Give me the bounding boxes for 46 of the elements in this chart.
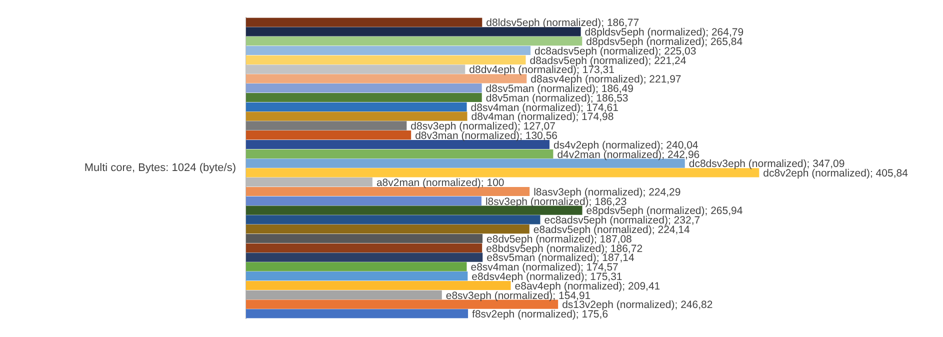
bar — [246, 92, 482, 102]
bar — [246, 158, 685, 168]
data-label: d8sv3eph (normalized); 127,07 — [410, 120, 556, 133]
bar — [246, 280, 511, 290]
data-label: e8bdsv5eph (normalized); 186,72 — [486, 242, 643, 255]
bar — [246, 36, 582, 46]
bar — [246, 243, 482, 252]
data-label: a8v2man (normalized); 100 — [376, 176, 504, 189]
data-label: ds13v2eph (normalized); 246,82 — [562, 299, 713, 312]
bar — [246, 186, 530, 196]
bar — [246, 46, 531, 56]
data-label: dc8dsv3eph (normalized); 347,09 — [688, 158, 845, 170]
bar — [246, 300, 558, 309]
data-label: f8sv2eph (normalized); 175,6 — [472, 308, 608, 321]
bar — [246, 206, 582, 215]
y-axis-title: Multi core, Bytes: 1024 (byte/s) — [84, 162, 236, 174]
bar — [246, 309, 468, 318]
data-label: e8sv3eph (normalized); 154,91 — [446, 290, 591, 302]
bar — [246, 18, 482, 27]
bar — [246, 272, 468, 281]
bar — [246, 130, 412, 140]
bar — [246, 149, 554, 158]
data-label: ds4v2eph (normalized); 240,04 — [554, 139, 698, 152]
data-label: l8sv3eph (normalized); 186,23 — [485, 196, 627, 208]
bar — [246, 224, 530, 234]
bar — [246, 112, 468, 121]
bar — [246, 262, 467, 272]
data-label: ec8adsv5eph (normalized); 232,7 — [544, 214, 700, 227]
data-label: d4v2man (normalized); 242,96 — [557, 148, 700, 161]
bar — [246, 252, 483, 262]
bar — [246, 74, 527, 84]
data-label: dc8v2eph (normalized); 405,84 — [763, 168, 908, 180]
bar — [246, 121, 407, 130]
bar — [246, 196, 482, 206]
bar — [246, 140, 550, 150]
data-label: l8asv3eph (normalized); 224,29 — [534, 186, 681, 198]
bar — [246, 102, 467, 112]
data-label: d8dv4eph (normalized); 173,31 — [469, 64, 615, 76]
bar — [246, 290, 442, 300]
bar — [246, 27, 581, 36]
bar — [246, 55, 526, 64]
bar — [246, 215, 540, 224]
data-label: e8av4eph (normalized); 209,41 — [514, 280, 660, 292]
bar — [246, 234, 483, 244]
bar — [246, 168, 760, 178]
bar — [246, 84, 482, 93]
